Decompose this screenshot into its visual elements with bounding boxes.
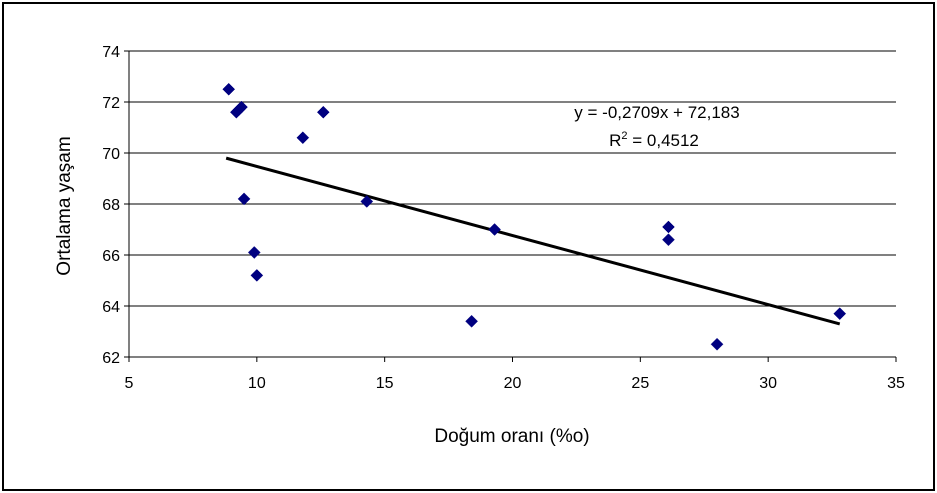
x-tick-label: 25 (631, 375, 649, 392)
trendline-equation: y = -0,2709x + 72,183 (574, 103, 739, 122)
data-point (488, 223, 501, 236)
y-tick-label: 72 (102, 95, 120, 112)
x-tick-label: 10 (248, 375, 266, 392)
x-tick-label: 15 (376, 375, 394, 392)
y-tick-label: 68 (102, 197, 120, 214)
data-point (710, 337, 724, 351)
r-squared-superscript: 2 (621, 130, 627, 142)
axes (124, 50, 897, 362)
data-points (222, 82, 847, 351)
x-tick-label: 5 (125, 375, 134, 392)
x-axis-title: Doğum oranı (%o) (434, 426, 589, 447)
y-tick-label: 64 (102, 299, 120, 316)
x-tick-label: 20 (504, 375, 522, 392)
tick-labels: 62 64 66 68 70 72 74 5 10 15 20 25 30 35 (102, 44, 905, 392)
data-point (360, 195, 374, 208)
r-squared-value: = 0,4512 (628, 131, 699, 150)
x-tick-label: 35 (887, 375, 905, 392)
data-point (247, 246, 261, 259)
y-axis-title: Ortalama yaşam (54, 136, 75, 275)
y-tick-label: 66 (102, 248, 120, 265)
r-squared-label: R2 = 0,4512 (609, 130, 699, 150)
r-squared-prefix: R (609, 131, 621, 150)
data-point (465, 314, 478, 328)
data-point (296, 131, 310, 145)
data-point (833, 307, 847, 321)
data-point (235, 100, 248, 114)
data-point (250, 269, 264, 282)
x-tick-label: 30 (759, 375, 777, 392)
y-tick-label: 70 (102, 146, 120, 163)
data-point (662, 220, 675, 234)
trendline (225, 156, 841, 326)
data-point (662, 233, 675, 247)
y-tick-label: 74 (102, 44, 120, 61)
data-point (222, 82, 236, 96)
data-point (237, 192, 251, 206)
y-tick-label: 62 (102, 350, 120, 367)
data-point (316, 105, 330, 119)
trendline-group (225, 156, 841, 326)
